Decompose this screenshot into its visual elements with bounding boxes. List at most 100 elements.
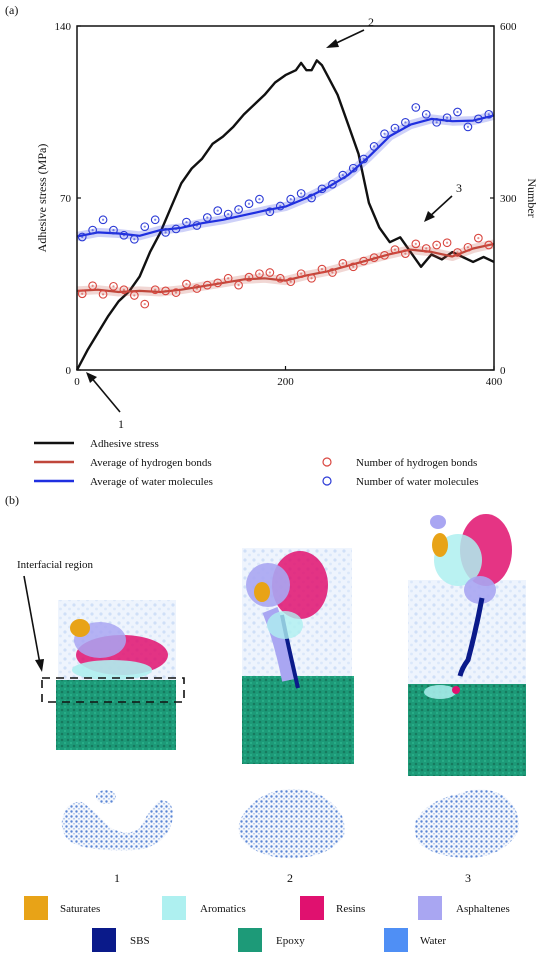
number-of-water-molecules-point [307,193,316,203]
number-of-hydrogen-bonds-point-center [487,243,490,247]
number-of-water-molecules-point-center [154,218,157,221]
number-of-water-molecules-point [202,213,212,222]
legend-label-number-hydrogen-bonds: Number of hydrogen bonds [356,457,477,469]
number-of-hydrogen-bonds-point [234,280,243,290]
number-of-hydrogen-bonds-point-center [425,247,428,250]
number-of-hydrogen-bonds-point-center [393,248,397,251]
number-of-hydrogen-bonds-point [401,249,410,258]
number-of-water-molecules-point-center [91,229,94,232]
number-of-water-molecules-point-center [133,238,136,241]
snapshot-2: 2 [238,548,354,885]
number-of-hydrogen-bonds-point-center [352,265,355,268]
legend-swatch-saturates [24,896,48,920]
x-tick-label: 0 [74,376,80,388]
number-of-water-molecules-point-center [435,121,438,124]
y-right-tick-label: 600 [500,21,517,33]
number-of-hydrogen-bonds-point [442,238,452,248]
number-of-hydrogen-bonds-point-center [373,256,376,259]
snapshot-1-epoxy-layer [56,680,176,750]
y-right-tick-label: 0 [500,365,506,377]
number-of-hydrogen-bonds-point-center [154,288,157,291]
number-of-water-molecules-point-center [425,113,428,116]
number-of-hydrogen-bonds-point-center [227,277,230,280]
number-of-water-molecules-point-center [383,132,386,135]
x-tick-label: 400 [486,376,503,388]
number-of-water-molecules-point [182,217,191,227]
number-of-hydrogen-bonds-point [390,245,400,254]
chart-legend: Adhesive stress Average of hydrogen bond… [34,438,478,488]
number-of-hydrogen-bonds-point-center [216,281,219,284]
snapshot-label-1: 1 [114,871,120,885]
number-of-hydrogen-bonds-point [328,268,337,277]
interfacial-region-label: Interfacial region [17,559,94,571]
number-of-hydrogen-bonds-point-center [466,246,470,249]
legend-swatch-sbs [92,928,116,952]
number-of-hydrogen-bonds-point [171,288,181,297]
number-of-hydrogen-bonds-point-center [91,284,94,287]
legend-label-water: Water [420,935,446,947]
number-of-water-molecules-point-center [174,227,178,231]
number-of-water-molecules-point-center [279,204,282,208]
number-of-hydrogen-bonds-point [411,239,421,249]
number-of-water-molecules-point [296,189,306,198]
number-of-hydrogen-bonds-point-center [404,252,407,255]
number-of-hydrogen-bonds-point-center [164,289,167,292]
number-of-water-molecules-point-center [341,173,344,177]
number-of-hydrogen-bonds-point [202,280,212,290]
number-of-water-molecules-point [161,228,170,237]
number-of-hydrogen-bonds-point-center [477,237,480,240]
number-of-water-molecules-point [171,224,181,234]
number-of-hydrogen-bonds-point-center [206,284,209,287]
number-of-hydrogen-bonds-point [182,279,191,289]
snapshot-2-water-cross-section [238,789,345,859]
number-of-hydrogen-bonds-point [244,272,254,282]
number-of-water-molecules-point [463,122,473,132]
annotation-1: 1 [86,372,124,431]
number-of-hydrogen-bonds-point-center [133,294,136,297]
number-of-water-molecules-point [442,113,452,123]
legend-label-saturates: Saturates [60,903,100,915]
number-of-hydrogen-bonds-point [453,248,462,257]
number-of-hydrogen-bonds-point-center [331,271,334,274]
snapshot-panel: 1 Interfacial region 2 [17,514,526,952]
number-of-water-molecules-point-center [487,113,490,116]
number-of-hydrogen-bonds-point [421,244,431,253]
number-of-water-molecules-point-center [352,167,355,170]
number-of-water-molecules-point-center [393,126,397,130]
legend-label-sbs: SBS [130,935,150,947]
number-of-water-molecules-point [119,230,129,240]
number-of-water-molecules-point [77,232,87,242]
number-of-water-molecules-point-center [373,145,376,148]
number-of-water-molecules-point-center [164,231,167,234]
legend-label-epoxy: Epoxy [276,935,305,947]
number-of-water-molecules-point-center [112,229,115,232]
number-of-hydrogen-bonds-point [77,289,87,299]
legend-swatch-resins [300,896,324,920]
number-of-water-molecules-point [88,225,97,235]
snapshot-3: 3 [408,514,526,885]
number-of-hydrogen-bonds-point-center [268,271,271,274]
y-left-tick-label: 140 [55,21,72,33]
number-of-water-molecules-point-center [320,187,324,190]
number-of-water-molecules-point [369,142,379,151]
y-right-tick-label: 300 [500,193,517,205]
number-of-water-molecules-point [255,194,264,204]
number-of-water-molecules-point [150,215,160,225]
number-of-water-molecules-point [192,221,202,230]
number-of-water-molecules-point [348,163,358,173]
number-of-water-molecules-point [421,109,431,119]
number-of-water-molecules-point [474,114,483,124]
legend-marker-hydrogen-bonds [322,457,332,467]
number-of-water-molecules-point-center [445,116,449,119]
annotation-label-1: 1 [118,417,124,431]
number-of-hydrogen-bonds-point [119,285,129,295]
number-of-water-molecules-point [129,234,139,244]
snapshot-3-epoxy-layer [408,684,526,776]
y-left-tick-label: 0 [66,365,72,377]
number-of-water-molecules-point-center [101,218,105,221]
x-tick-label: 200 [277,376,294,388]
number-of-water-molecules-point-center [185,220,188,224]
number-of-water-molecules-point-center [404,121,407,124]
number-of-hydrogen-bonds-point-center [174,291,178,294]
